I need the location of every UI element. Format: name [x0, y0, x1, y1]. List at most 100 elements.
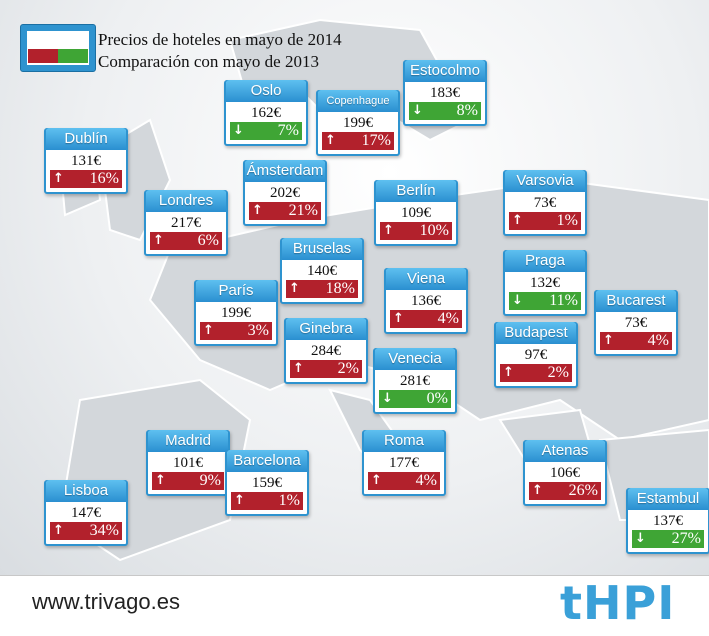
city-change-percent: 1%: [278, 492, 300, 509]
city-change-percent: 26%: [568, 482, 598, 499]
city-change-bar: ↑ 4%: [390, 310, 462, 328]
city-card-estocolmo: Estocolmo 183€ ↓ 8%: [403, 60, 487, 126]
city-change-bar: ↓ 8%: [409, 102, 481, 120]
city-change-percent: 6%: [197, 232, 219, 249]
city-price: 199€: [221, 305, 251, 321]
website-link[interactable]: www.trivago.es: [32, 589, 180, 614]
city-change-percent: 21%: [288, 202, 318, 219]
city-change-percent: 16%: [89, 170, 119, 187]
city-card-ginebra: Ginebra 284€ ↑ 2%: [284, 318, 368, 384]
city-name: Viena: [386, 268, 466, 290]
city-change-percent: 9%: [199, 472, 221, 489]
city-change-percent: 18%: [325, 280, 355, 297]
city-change-percent: 4%: [415, 472, 437, 489]
city-change-percent: 4%: [647, 332, 669, 349]
arrow-down-icon: ↓: [512, 293, 523, 308]
city-change-bar: ↑ 6%: [150, 232, 222, 250]
city-price: 202€: [270, 185, 300, 201]
arrow-up-icon: ↑: [234, 493, 245, 508]
arrow-up-icon: ↑: [371, 473, 382, 488]
city-price: 136€: [411, 293, 441, 309]
city-card-madrid: Madrid 101€ ↑ 9%: [146, 430, 230, 496]
city-change-bar: ↑ 9%: [152, 472, 224, 490]
city-card-londres: Londres 217€ ↑ 6%: [144, 190, 228, 256]
city-price: 109€: [401, 205, 431, 221]
city-price: 183€: [430, 85, 460, 101]
arrow-up-icon: ↑: [293, 361, 304, 376]
arrow-down-icon: ↓: [382, 391, 393, 406]
city-name: Praga: [505, 250, 585, 272]
city-price: 284€: [311, 343, 341, 359]
arrow-down-icon: ↓: [412, 103, 423, 118]
city-card-lisboa: Lisboa 147€ ↑ 34%: [44, 480, 128, 546]
city-card-barcelona: Barcelona 159€ ↑ 1%: [225, 450, 309, 516]
city-price: 217€: [171, 215, 201, 231]
city-change-bar: ↓ 7%: [230, 122, 302, 140]
legend-increase-swatch: [28, 49, 58, 63]
arrow-up-icon: ↑: [155, 473, 166, 488]
city-change-bar: ↑ 10%: [380, 222, 452, 240]
city-name: Ginebra: [286, 318, 366, 340]
city-change-bar: ↑ 21%: [249, 202, 321, 220]
city-name: Bruselas: [282, 238, 362, 260]
city-change-bar: ↑ 16%: [50, 170, 122, 188]
city-name: Berlín: [376, 180, 456, 202]
city-name: Estocolmo: [405, 60, 485, 82]
city-name: París: [196, 280, 276, 302]
city-price: 101€: [173, 455, 203, 471]
city-price: 97€: [524, 347, 548, 363]
city-price: 132€: [530, 275, 560, 291]
city-change-percent: 1%: [556, 212, 578, 229]
city-name: Oslo: [226, 80, 306, 102]
city-change-bar: ↓ 0%: [379, 390, 451, 408]
city-price: 177€: [389, 455, 419, 471]
arrow-up-icon: ↑: [252, 203, 263, 218]
city-change-bar: ↑ 17%: [322, 132, 394, 150]
arrow-up-icon: ↑: [512, 213, 523, 228]
city-price: 159€: [252, 475, 282, 491]
legend-decrease-swatch: [58, 49, 88, 63]
city-change-bar: ↓ 27%: [632, 530, 704, 548]
arrow-up-icon: ↑: [53, 171, 64, 186]
legend-price-label: Precios de hoteles en mayo de 2014: [98, 30, 342, 49]
city-card-bucarest: Bucarest 73€ ↑ 4%: [594, 290, 678, 356]
city-change-bar: ↑ 2%: [290, 360, 362, 378]
city-card-estambul: Estambul 137€ ↓ 27%: [626, 488, 709, 554]
city-price: 281€: [400, 373, 430, 389]
city-card-venecia: Venecia 281€ ↓ 0%: [373, 348, 457, 414]
city-name: Madrid: [148, 430, 228, 452]
arrow-up-icon: ↑: [383, 223, 394, 238]
city-price: 162€: [251, 105, 281, 121]
legend-change-label: Comparación con mayo de 2013: [98, 52, 319, 71]
city-price: 199€: [343, 115, 373, 131]
city-name: Bucarest: [596, 290, 676, 312]
city-name: Varsovia: [505, 170, 585, 192]
arrow-up-icon: ↑: [289, 281, 300, 296]
footer: [0, 575, 709, 636]
city-change-bar: ↑ 3%: [200, 322, 272, 340]
city-change-percent: 4%: [437, 310, 459, 327]
city-card-oslo: Oslo 162€ ↓ 7%: [224, 80, 308, 146]
city-change-percent: 11%: [549, 292, 578, 309]
city-card-varsovia: Varsovia 73€ ↑ 1%: [503, 170, 587, 236]
city-change-percent: 17%: [361, 132, 391, 149]
city-card-budapest: Budapest 97€ ↑ 2%: [494, 322, 578, 388]
city-card-viena: Viena 136€ ↑ 4%: [384, 268, 468, 334]
city-price: 147€: [71, 505, 101, 521]
city-change-percent: 3%: [247, 322, 269, 339]
city-name: Lisboa: [46, 480, 126, 502]
arrow-up-icon: ↑: [153, 233, 164, 248]
city-card-paris: París 199€ ↑ 3%: [194, 280, 278, 346]
city-price: 137€: [653, 513, 683, 529]
city-change-bar: ↑ 26%: [529, 482, 601, 500]
city-name: Dublín: [46, 128, 126, 150]
arrow-down-icon: ↓: [635, 531, 646, 546]
city-name: Atenas: [525, 440, 605, 462]
city-price: 131€: [71, 153, 101, 169]
city-change-percent: 34%: [89, 522, 119, 539]
city-change-bar: ↑ 1%: [509, 212, 581, 230]
city-price: 73€: [533, 195, 557, 211]
city-name: Copenhague: [318, 90, 398, 112]
arrow-up-icon: ↑: [503, 365, 514, 380]
city-name: Barcelona: [227, 450, 307, 472]
